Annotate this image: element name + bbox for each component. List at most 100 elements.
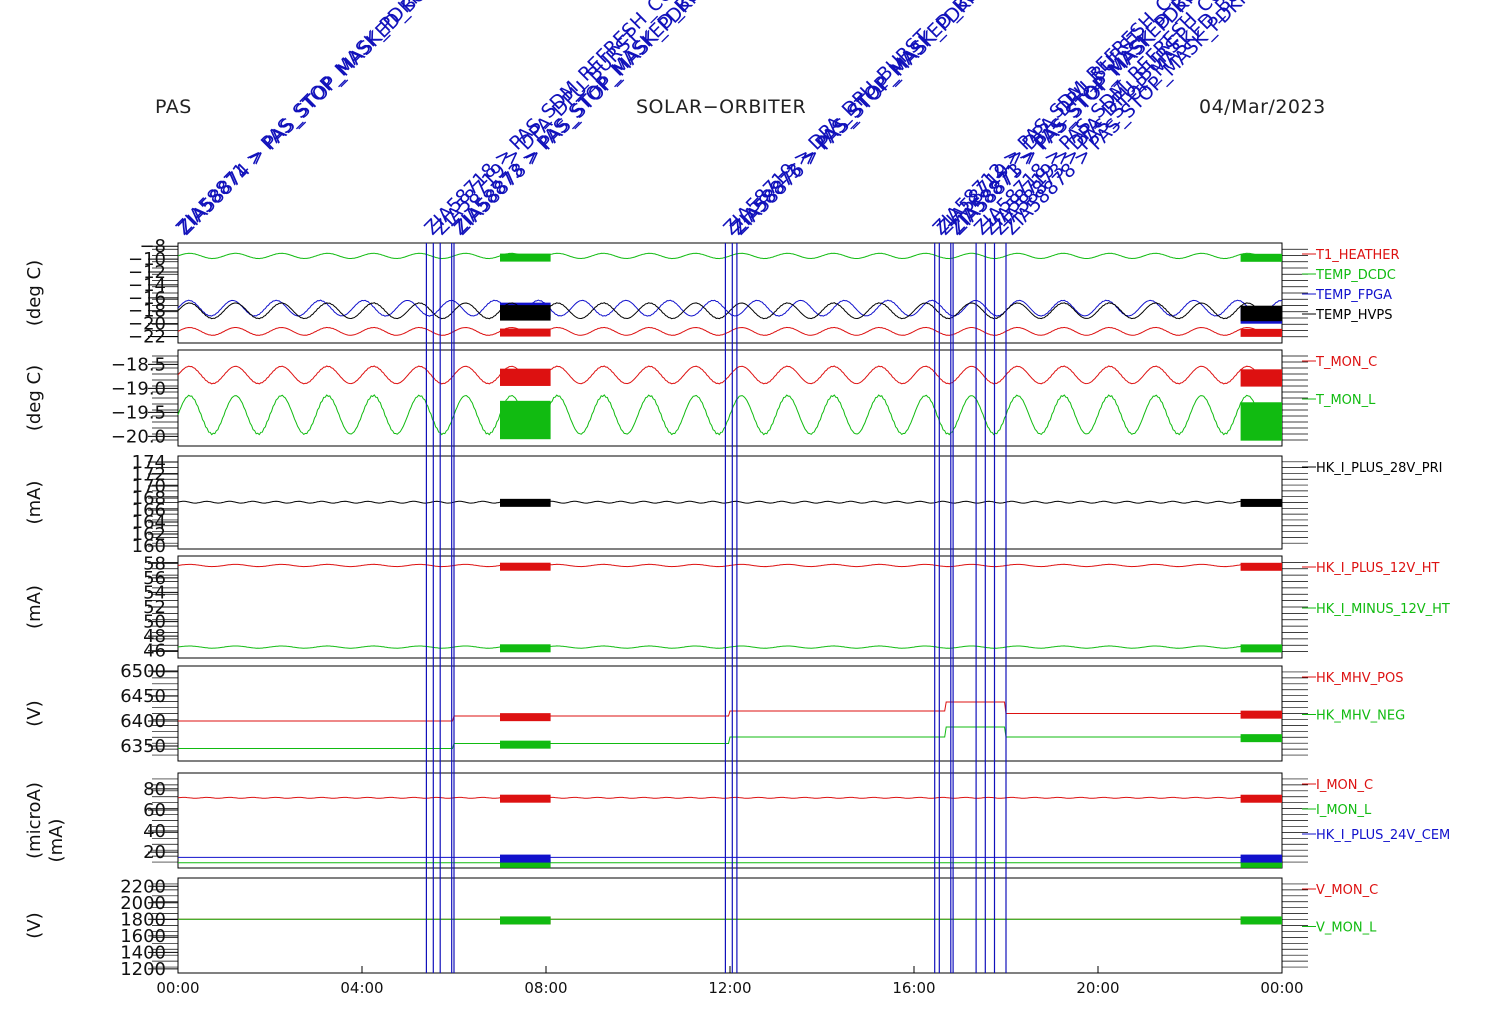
legend-label: T_MON_C [1315, 355, 1377, 370]
event-annotation: ZIA58878 > PAS_STOP_MASK_PDKN_SET [450, 0, 739, 240]
panel-frame [177, 772, 1283, 869]
y-tick-label: 164 [132, 512, 166, 533]
dense-data-block [500, 305, 551, 321]
y-axis-label: (microA) [24, 782, 45, 859]
legend-label: HK_MHV_POS [1316, 671, 1404, 686]
y-tick-label: 2000 [120, 893, 166, 914]
dense-data-block [1240, 328, 1282, 337]
y-tick-label: 162 [132, 524, 166, 545]
dense-data-block [1240, 369, 1282, 387]
dense-data-block [1240, 916, 1282, 925]
y-axis-label: (deg C) [24, 260, 45, 326]
y-tick-label: 80 [143, 779, 166, 800]
event-annotation: ZIA58876 > PAS_STOP_MASK_PDKN [729, 0, 985, 240]
header-instrument: PAS [155, 96, 192, 118]
y-axis-label: (V) [24, 700, 45, 726]
dense-data-block [500, 498, 551, 507]
dense-data-block [500, 400, 551, 440]
dense-data-block [500, 794, 551, 803]
y-tick-label: 6400 [120, 711, 166, 732]
y-tick-label: −10 [128, 249, 166, 270]
dense-data-block [1240, 253, 1282, 262]
y-tick-label: 6350 [120, 736, 166, 757]
y-tick-label: −22 [128, 327, 166, 348]
y-tick-label: 46 [143, 641, 166, 662]
header-mission: SOLAR−ORBITER [636, 96, 807, 118]
panel-2: −18.5 −19.0 −19.5 −20.0 (deg C) T_MON_C T_MON_… [24, 349, 1377, 447]
series-line-t_mon_l [177, 394, 1283, 436]
y-tick-label: 174 [132, 452, 166, 473]
y-tick-label: −19.0 [111, 378, 166, 399]
legend-label: I_MON_C [1316, 778, 1373, 793]
panel-frame [177, 349, 1283, 447]
x-tick-label: 16:00 [892, 979, 935, 997]
panel-frame [177, 877, 1283, 974]
y-tick-label: 52 [143, 597, 166, 618]
series-line-hk_mhv_neg [178, 726, 1282, 749]
legend-label: TEMP_FPGA [1315, 288, 1392, 303]
y-tick-label: 56 [143, 568, 166, 589]
y-tick-label: −14 [128, 275, 166, 296]
dense-data-block [1240, 854, 1282, 863]
legend-label: T_MON_L [1315, 393, 1376, 408]
y-tick-label: −12 [128, 262, 166, 283]
header-date: 04/Mar/2023 [1199, 96, 1326, 118]
x-tick-label: 08:00 [524, 979, 567, 997]
legend-label: V_MON_L [1316, 921, 1377, 936]
dense-data-block [1240, 562, 1282, 571]
series-line-hk_i_plus_28v_pri [177, 500, 1283, 504]
panel-5: 6500 6450 6400 6350 (V) HK_MHV_POS HK_MHV_NEG [24, 661, 1405, 762]
series-line-i_mon_c [177, 796, 1283, 799]
legend-label: TEMP_HVPS [1315, 308, 1392, 323]
series-line-t1_heather [177, 326, 1283, 336]
y-tick-label: 1400 [120, 942, 166, 963]
y-tick-label: 50 [143, 612, 166, 633]
y-axis-label: (mA) [24, 481, 45, 525]
y-tick-label: −20.0 [111, 426, 166, 447]
y-tick-label: 166 [132, 500, 166, 521]
dense-data-block [500, 368, 551, 386]
y-tick-label: −8 [139, 236, 166, 257]
series-line-temp_dcdc [177, 252, 1283, 260]
y-axis-label: (V) [24, 912, 45, 938]
dense-data-block [1240, 498, 1282, 507]
series-line-hk_i_minus_12v_ht [177, 645, 1283, 649]
y-tick-label: 170 [132, 476, 166, 497]
y-tick-label: 2200 [120, 876, 166, 897]
dense-data-block [500, 253, 551, 262]
dense-data-block [500, 644, 551, 653]
dense-data-block [1240, 734, 1282, 743]
x-tick-label: 04:00 [340, 979, 383, 997]
panel-1: −8−10−12−14−16−18−20−22 (deg C) T1_HEATHER… [24, 236, 1400, 347]
y-tick-label: 6450 [120, 686, 166, 707]
series-line-t_mon_c [177, 365, 1283, 385]
y-tick-label: −18 [128, 301, 166, 322]
dense-data-block [1240, 859, 1282, 868]
dense-data-block [1240, 402, 1282, 441]
legend-label: HK_I_PLUS_28V_PRI [1316, 461, 1442, 476]
y-tick-label: 58 [143, 553, 166, 574]
x-tick-label: 20:00 [1076, 979, 1119, 997]
series-line-temp_fpga [177, 299, 1283, 317]
dense-data-block [1240, 305, 1282, 322]
y-tick-label: 160 [132, 536, 166, 557]
y-tick-label: 48 [143, 626, 166, 647]
series-line-hk_mhv_pos [178, 701, 1282, 722]
y-tick-label: 40 [143, 821, 166, 842]
dense-data-block [1240, 710, 1282, 719]
legend-label: T1_HEATHER [1315, 248, 1400, 263]
y-tick-label: 1200 [120, 959, 166, 980]
legend-label: V_MON_C [1316, 883, 1378, 898]
dense-data-block [500, 740, 551, 749]
x-tick-label: 12:00 [708, 979, 751, 997]
y-tick-label: −20 [128, 314, 166, 335]
dense-data-block [500, 916, 551, 925]
y-tick-label: 172 [132, 464, 166, 485]
y-tick-label: 1800 [120, 909, 166, 930]
y-tick-label: 1600 [120, 926, 166, 947]
y-tick-label: 54 [143, 582, 166, 603]
event-annotation: ZIA58874 > PAS_STOP_MASKED_BOX [174, 0, 440, 240]
